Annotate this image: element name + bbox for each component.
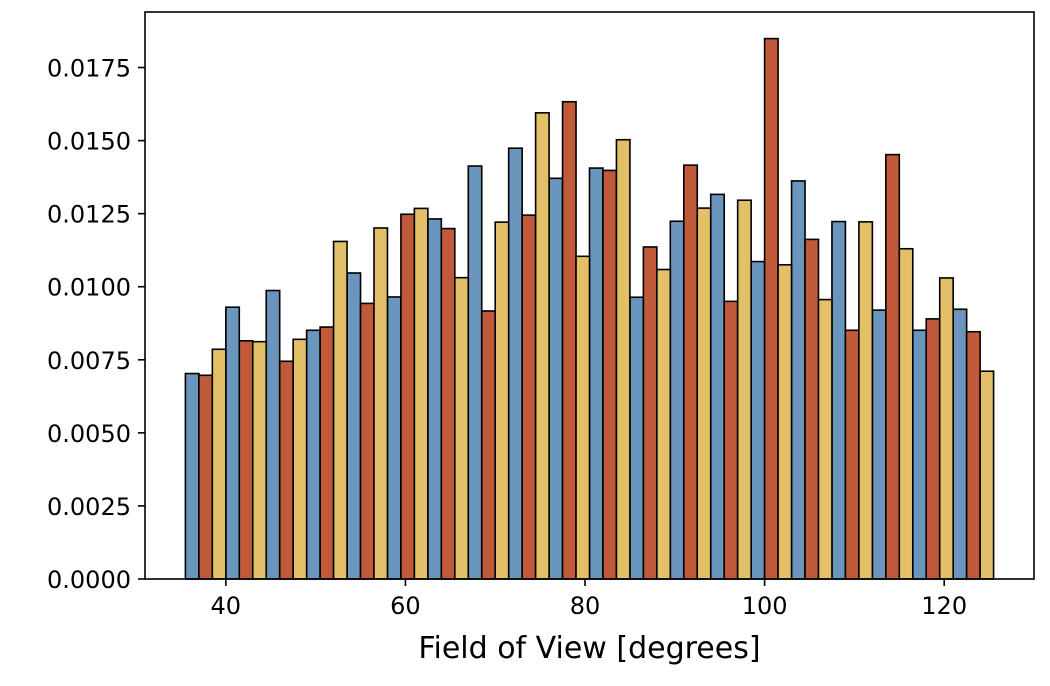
bar-series-3-bin-14 <box>736 199 752 580</box>
bar-series-1-bin-20 <box>952 308 968 580</box>
bar-series-1-bin-13 <box>669 220 685 580</box>
x-axis-label: Field of View [degrees] <box>418 631 760 666</box>
bar-series-3-bin-4 <box>332 240 348 580</box>
y-tick-label: 0.0150 <box>47 128 131 156</box>
bar-series-2-bin-11 <box>602 169 618 580</box>
bar-series-3-bin-7 <box>453 276 470 580</box>
bar-series-2-bin-9 <box>521 214 537 580</box>
bar-series-1-bin-19 <box>911 329 928 580</box>
bar-series-2-bin-15 <box>763 37 779 580</box>
x-tick-label: 80 <box>570 592 601 620</box>
bar-series-1-bin-10 <box>548 177 564 580</box>
bar-series-2-bin-10 <box>561 100 577 580</box>
bar-series-3-bin-6 <box>413 207 429 580</box>
y-tick-label: 0.0050 <box>47 420 131 448</box>
bar-series-1-bin-6 <box>386 296 402 580</box>
y-tick-label: 0.0175 <box>47 55 131 83</box>
bar-series-1-bin-16 <box>790 180 806 580</box>
bar-series-1-bin-12 <box>629 296 645 580</box>
bar-series-2-bin-1 <box>198 374 214 580</box>
bar-series-1-bin-8 <box>467 165 483 580</box>
bar-series-3-bin-3 <box>292 338 308 580</box>
bar-series-2-bin-14 <box>723 300 739 580</box>
bar-series-2-bin-20 <box>965 330 981 580</box>
bar-series-2-bin-2 <box>238 339 254 580</box>
bar-series-2-bin-6 <box>400 213 416 580</box>
y-axis: 0.0000 0.0025 0.0050 0.0075 0.0100 0.0125 0.01… <box>47 55 145 594</box>
bar-series-1-bin-14 <box>709 193 725 580</box>
y-tick-label: 0.0000 <box>47 566 131 594</box>
bar-series-1-bin-17 <box>831 220 847 580</box>
x-tick-label: 40 <box>211 592 242 620</box>
bar-series-1-bin-4 <box>305 329 321 580</box>
bar-series-3-bin-9 <box>534 112 550 580</box>
y-tick-label: 0.0125 <box>47 201 131 229</box>
bar-series-2-bin-8 <box>480 310 497 580</box>
bar-series-3-bin-8 <box>494 221 510 580</box>
bar-series-2-bin-5 <box>359 302 375 580</box>
bar-series-2-bin-16 <box>804 238 820 580</box>
bar-series-2-bin-12 <box>642 246 658 580</box>
bar-series-3-bin-16 <box>817 298 833 580</box>
x-tick-label: 120 <box>921 592 967 620</box>
bar-series-3-bin-13 <box>696 207 712 580</box>
bar-series-3-bin-20 <box>979 370 995 580</box>
bar-series-1-bin-5 <box>346 272 362 580</box>
bar-series-3-bin-17 <box>858 221 874 580</box>
bar-series-1-bin-3 <box>265 289 281 580</box>
bar-series-3-bin-10 <box>575 255 591 580</box>
bar-series-1-bin-1 <box>184 372 200 580</box>
bar-series-2-bin-17 <box>844 329 860 580</box>
bar-series-2-bin-3 <box>278 360 294 580</box>
bar-series-1-bin-18 <box>871 309 887 580</box>
x-tick-label: 100 <box>742 592 788 620</box>
bar-series-1-bin-7 <box>427 218 443 580</box>
bar-series-3-bin-11 <box>615 138 631 580</box>
bar-series-3-bin-19 <box>938 277 954 580</box>
bar-series-3-bin-18 <box>898 247 914 580</box>
bar-series-1-bin-11 <box>588 167 604 580</box>
bar-series-3-bin-2 <box>251 340 268 580</box>
bar-series-3-bin-15 <box>777 264 793 580</box>
bar-series-1-bin-15 <box>750 260 766 580</box>
bar-series-2-bin-13 <box>682 164 699 580</box>
y-tick-label: 0.0075 <box>47 347 131 375</box>
plot-frame <box>144 11 1035 580</box>
y-tick-label: 0.0025 <box>47 493 131 521</box>
x-tick-label: 60 <box>390 592 421 620</box>
bar-series-3-bin-12 <box>656 268 672 580</box>
bar-series-1-bin-2 <box>225 306 241 580</box>
bar-series-1-bin-9 <box>507 147 523 580</box>
x-axis: 40 60 80 100 120 <box>211 579 967 620</box>
bar-series-3-bin-1 <box>211 348 227 580</box>
bar-series-2-bin-19 <box>925 318 941 580</box>
bar-series-3-bin-5 <box>373 227 389 580</box>
bar-series-2-bin-4 <box>319 326 335 580</box>
bar-series-2-bin-7 <box>440 227 456 580</box>
y-tick-label: 0.0100 <box>47 274 131 302</box>
bar-series-2-bin-18 <box>885 153 901 580</box>
